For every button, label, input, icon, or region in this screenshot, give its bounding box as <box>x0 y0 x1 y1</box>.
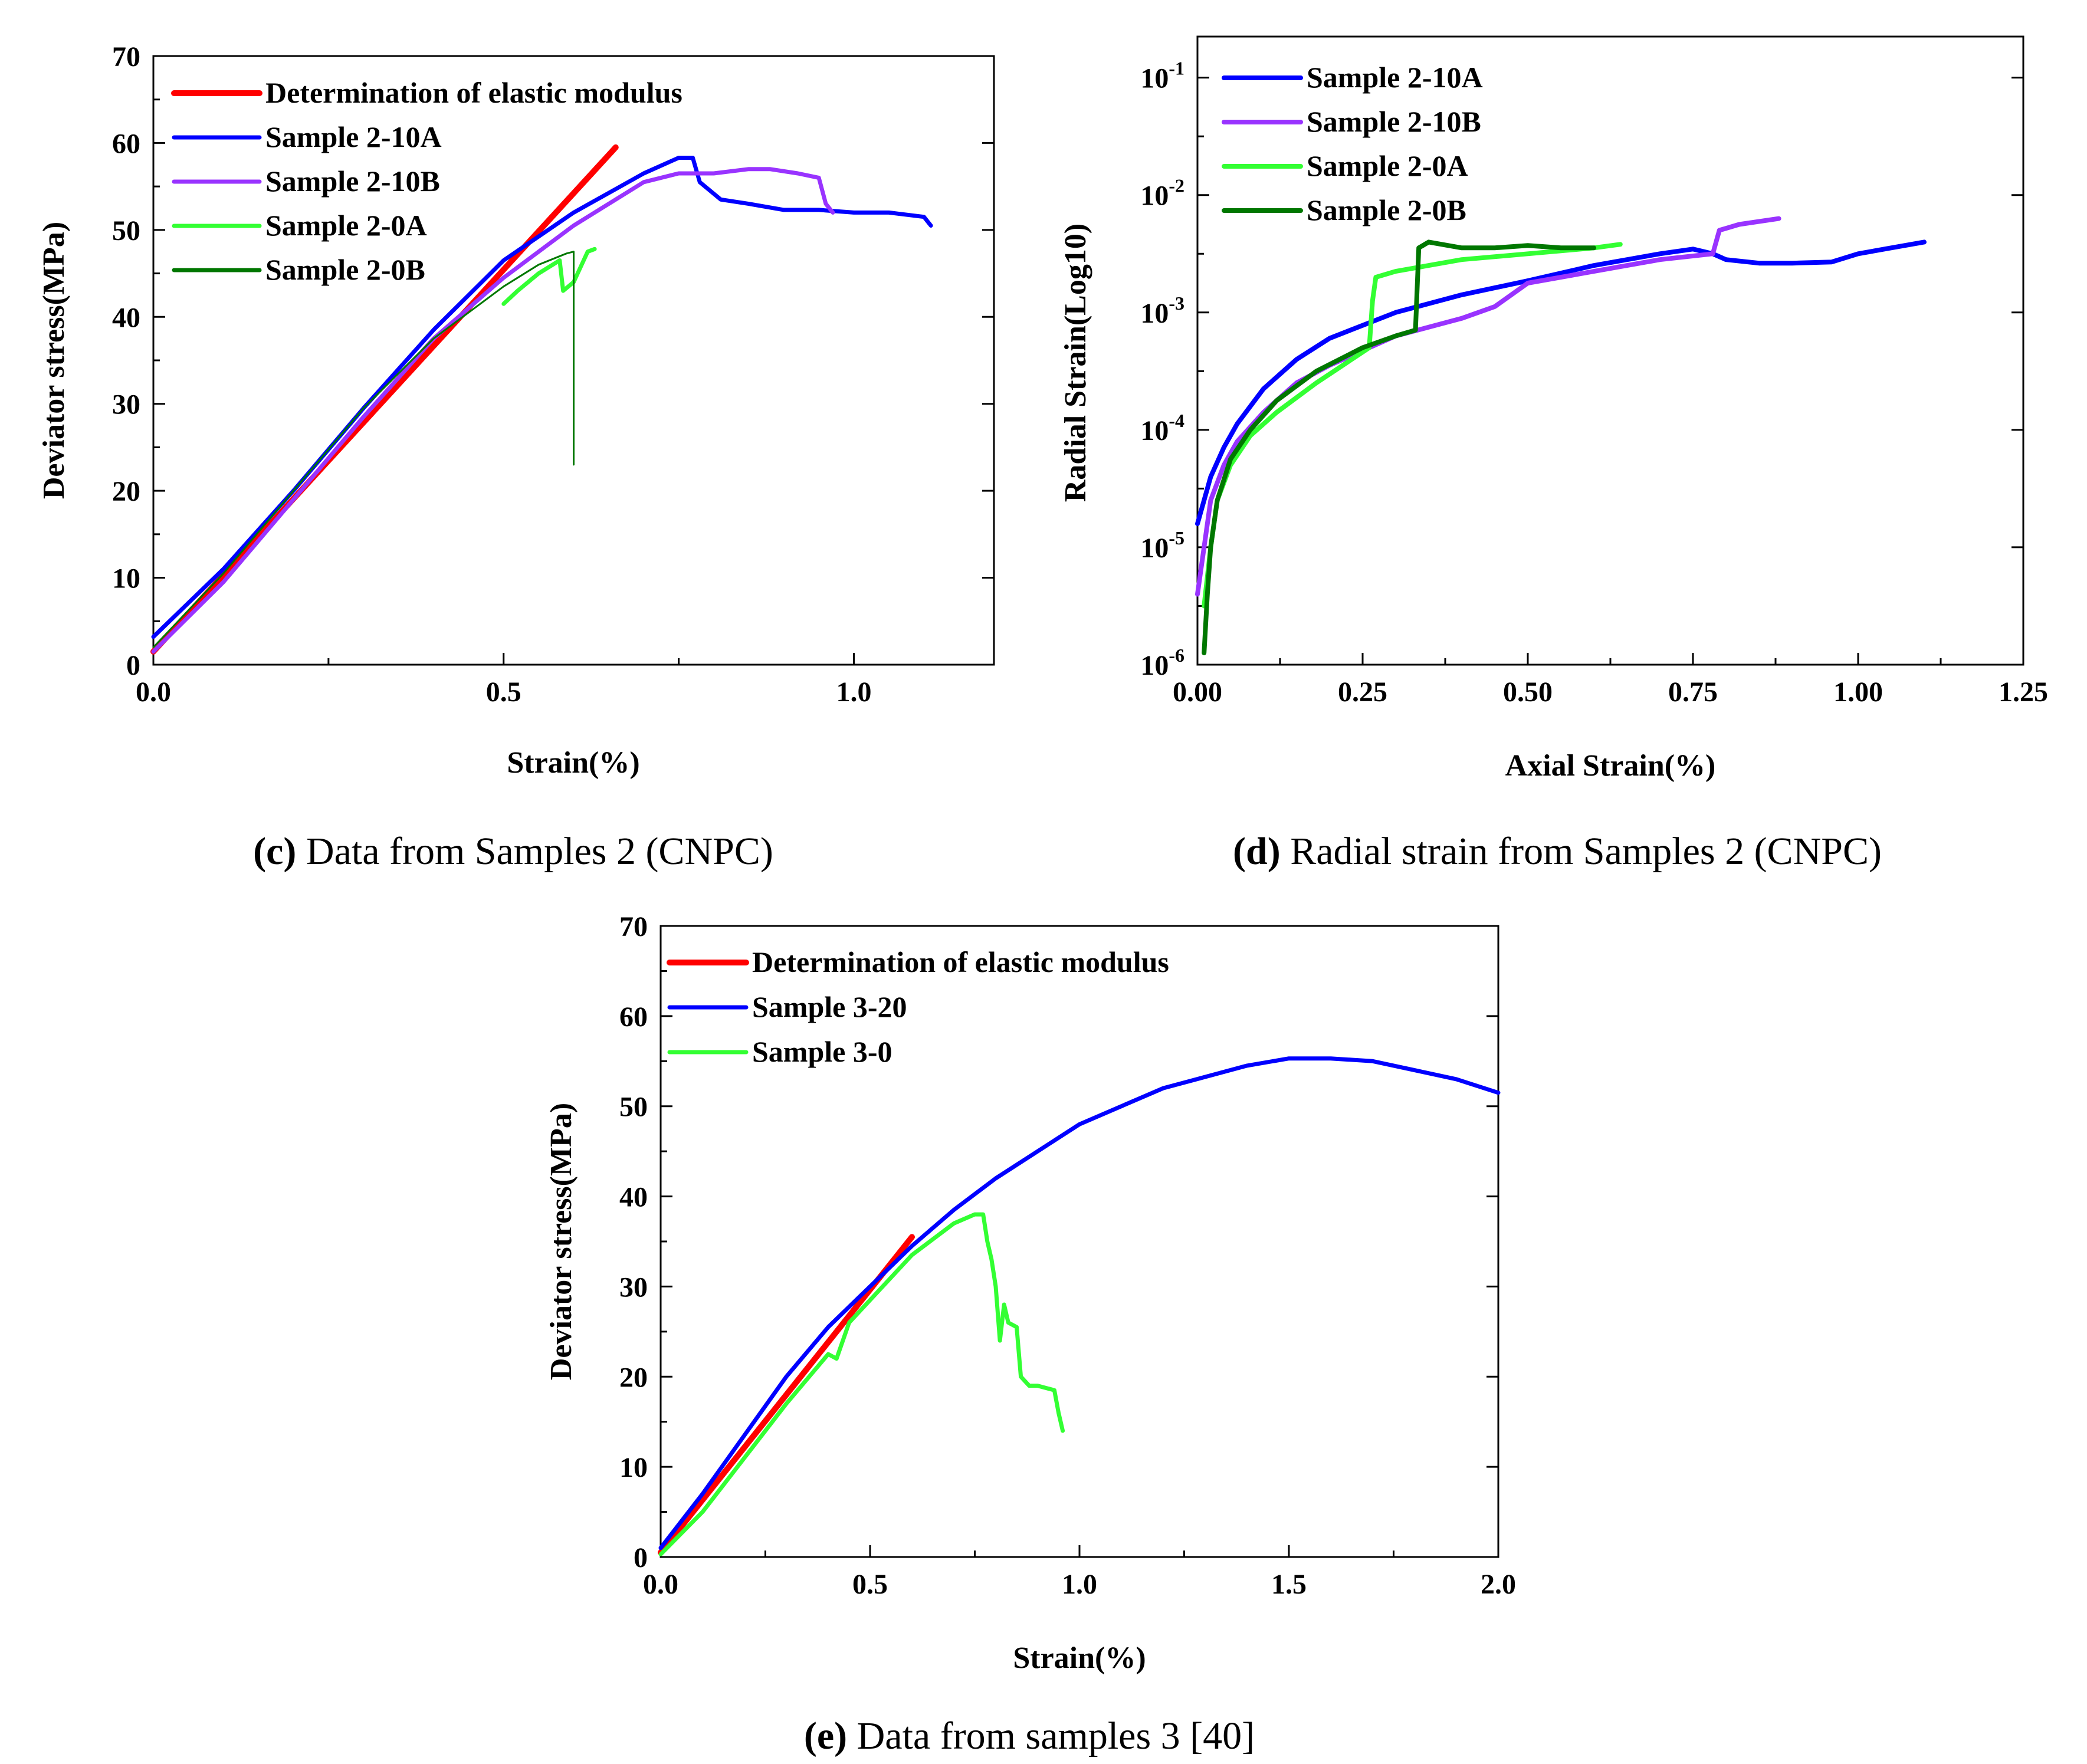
y-tick-label: 10 <box>112 563 140 594</box>
x-tick-label: 0.75 <box>1668 676 1718 708</box>
axis-ticks <box>659 925 1499 1558</box>
legend: Determination of elastic modulus Sample 2… <box>171 76 682 286</box>
series-line <box>1202 239 1596 656</box>
series-line <box>1202 242 1623 609</box>
y-axis-title: Deviator stress(MPa) <box>544 1103 578 1380</box>
legend-label: Sample 3-0 <box>752 1035 892 1068</box>
series-lines <box>658 1056 1501 1556</box>
legend: Sample 2-10A Sample 2-10B Sample 2-0A Sampl… <box>1222 61 1483 226</box>
y-axis-title: Deviator stress(MPa) <box>37 222 71 499</box>
x-tick-label: 0.50 <box>1503 676 1553 708</box>
legend-label: Sample 2-10A <box>1307 61 1483 94</box>
x-tick-labels: 0.0 0.5 1.0 <box>136 676 872 708</box>
x-tick-label: 1.0 <box>836 676 872 708</box>
x-axis-title: Axial Strain(%) <box>1505 749 1716 783</box>
x-tick-labels: 0.0 0.5 1.0 1.5 2.0 <box>643 1569 1516 1600</box>
y-tick-label: 40 <box>112 302 140 333</box>
series-line <box>152 251 575 648</box>
y-tick-label: 10 <box>619 1452 648 1483</box>
y-tick-label: 10-6 <box>1140 645 1184 681</box>
caption-label: (c) <box>253 830 296 873</box>
y-tick-label: 10-1 <box>1140 58 1184 94</box>
y-tick-label: 70 <box>112 41 140 73</box>
y-axis-title: Radial Strain(Log10) <box>1059 224 1092 502</box>
series-line <box>1195 239 1927 527</box>
series-line <box>151 167 835 654</box>
x-tick-label: 0.5 <box>486 676 521 708</box>
x-tick-label: 0.5 <box>852 1569 888 1600</box>
caption-label: (e) <box>804 1714 847 1758</box>
y-tick-label: 70 <box>619 911 648 942</box>
legend-label: Determination of elastic modulus <box>265 76 682 109</box>
y-tick-label: 10-4 <box>1140 410 1184 446</box>
legend-label: Sample 2-0B <box>1307 193 1466 226</box>
y-tick-label: 10-3 <box>1140 293 1184 329</box>
legend-label: Sample 2-0B <box>265 253 425 286</box>
y-tick-labels: 0 10 20 30 40 50 60 70 <box>619 911 648 1574</box>
x-tick-label: 0.0 <box>643 1569 678 1600</box>
legend-label: Sample 2-0A <box>265 209 427 242</box>
y-tick-label: 40 <box>619 1182 648 1213</box>
series-line <box>658 1234 915 1556</box>
y-tick-labels: 0 10 20 30 40 50 60 70 <box>112 41 140 681</box>
panel-e-stress-strain-chart: 0.0 0.5 1.0 1.5 2.0 0 10 20 30 40 50 60 70 Determin… <box>544 911 1516 1758</box>
series-line <box>658 1056 1501 1551</box>
y-tick-label: 20 <box>112 476 140 507</box>
x-axis-title: Strain(%) <box>507 746 639 780</box>
y-tick-label: 0 <box>634 1542 648 1574</box>
y-tick-label: 50 <box>112 215 140 247</box>
x-tick-label: 0.00 <box>1173 676 1222 708</box>
y-tick-labels: 10-6 10-5 10-4 10-3 10-2 10-1 <box>1140 58 1184 681</box>
x-tick-label: 1.00 <box>1833 676 1883 708</box>
legend-label: Sample 2-10A <box>265 120 442 153</box>
legend-label: Sample 2-0A <box>1307 149 1468 182</box>
panel-c-stress-strain-chart: 0.0 0.5 1.0 0 10 20 30 40 50 60 70 Determination … <box>37 41 995 873</box>
x-tick-label: 1.0 <box>1062 1569 1097 1600</box>
y-tick-label: 10-5 <box>1140 527 1184 564</box>
x-tick-label: 2.0 <box>1481 1569 1516 1600</box>
legend-label: Sample 2-10B <box>265 165 440 198</box>
y-tick-label: 60 <box>619 1001 648 1033</box>
x-tick-label: 1.25 <box>1999 676 2048 708</box>
y-tick-label: 30 <box>112 389 140 421</box>
y-tick-label: 50 <box>619 1092 648 1123</box>
x-tick-label: 0.25 <box>1338 676 1387 708</box>
y-tick-label: 30 <box>619 1272 648 1303</box>
x-tick-label: 0.0 <box>136 676 171 708</box>
caption: (c) Data from Samples 2 (CNPC) <box>253 830 773 873</box>
legend-label: Sample 2-10B <box>1307 105 1481 138</box>
caption: (d) Radial strain from Samples 2 (CNPC) <box>1233 830 1882 873</box>
y-tick-label: 20 <box>619 1362 648 1393</box>
x-tick-labels: 0.00 0.25 0.50 0.75 1.00 1.25 <box>1173 676 2048 708</box>
series-line <box>1195 216 1781 597</box>
caption: (e) Data from samples 3 [40] <box>804 1714 1255 1758</box>
series-line <box>501 247 597 306</box>
legend-label: Determination of elastic modulus <box>752 945 1169 978</box>
x-tick-label: 1.5 <box>1271 1569 1307 1600</box>
series-line <box>150 144 619 655</box>
caption-text: Data from samples 3 [40] <box>847 1714 1255 1758</box>
legend-label: Sample 3-20 <box>752 990 907 1023</box>
series-lines <box>150 144 933 655</box>
y-tick-label: 60 <box>112 128 140 159</box>
axis-ticks <box>1196 77 2024 666</box>
legend: Determination of elastic modulus Sample 3… <box>667 945 1169 1068</box>
caption-label: (d) <box>1233 830 1281 873</box>
y-tick-label: 10-2 <box>1140 175 1184 212</box>
axis-ticks <box>152 55 994 666</box>
x-axis-title: Strain(%) <box>1013 1641 1146 1675</box>
caption-text: Data from Samples 2 (CNPC) <box>296 830 773 873</box>
panel-d-radial-strain-chart: 0.00 0.25 0.50 0.75 1.00 1.25 10-610-510-410-… <box>1059 35 2048 873</box>
series-lines <box>1195 216 1927 656</box>
caption-text: Radial strain from Samples 2 (CNPC) <box>1281 830 1882 873</box>
series-line <box>658 1212 1065 1556</box>
y-tick-label: 0 <box>126 650 140 681</box>
